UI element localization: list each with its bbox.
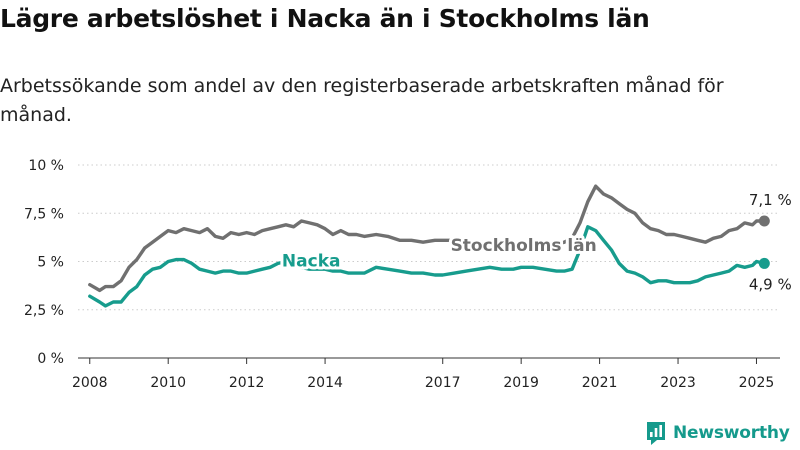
- y-tick-label: 5 %: [37, 255, 64, 271]
- x-tick-label: 2014: [307, 375, 343, 391]
- x-tick-label: 2021: [582, 375, 618, 391]
- y-axis-ticks: 0 % 2,5 % 5 % 7,5 % 10 %: [24, 158, 64, 367]
- chart-title: Lägre arbetslöshet i Nacka än i Stockhol…: [0, 4, 650, 33]
- x-axis-ticks: 2008 2010 2012 2014 2017 2019 2021 2023 2025: [72, 358, 774, 391]
- x-tick-label: 2025: [739, 375, 775, 391]
- end-point-nacka: [758, 257, 770, 269]
- x-tick-label: 2008: [72, 375, 108, 391]
- brand-logo: Newsworthy: [645, 420, 790, 446]
- chart-subtitle: Arbetssökande som andel av den registerb…: [0, 75, 724, 126]
- y-tick-label: 10 %: [28, 158, 64, 174]
- y-tick-label: 7,5 %: [24, 206, 64, 222]
- series-lines: [88, 184, 770, 308]
- x-tick-label: 2017: [425, 375, 461, 391]
- end-value-stockholm: 7,1 %: [749, 191, 792, 209]
- end-point-stockholm: [758, 215, 770, 227]
- y-tick-label: 2,5 %: [24, 303, 64, 319]
- series-labels: Stockholms län Nacka 7,1 % 4,9 %: [279, 191, 792, 293]
- end-value-nacka: 4,9 %: [749, 275, 792, 293]
- y-tick-label: 0 %: [37, 351, 64, 367]
- x-tick-label: 2019: [503, 375, 539, 391]
- series-line-stockholm: [88, 184, 766, 293]
- newsworthy-chart-icon: [647, 422, 665, 445]
- x-tick-label: 2010: [150, 375, 186, 391]
- x-tick-label: 2023: [660, 375, 696, 391]
- series-name-stockholm: Stockholms län: [451, 236, 597, 256]
- series-line-nacka: [88, 225, 766, 308]
- grid-lines: [78, 164, 780, 311]
- series-name-nacka: Nacka: [282, 252, 341, 272]
- brand-name: Newsworthy: [673, 423, 790, 443]
- x-tick-label: 2012: [229, 375, 265, 391]
